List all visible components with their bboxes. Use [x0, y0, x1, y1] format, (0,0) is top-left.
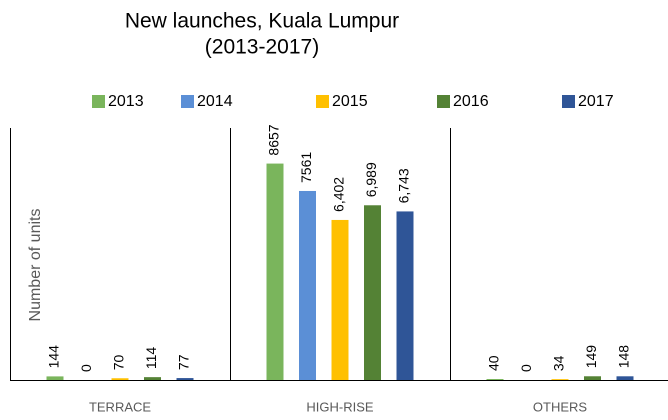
legend-label: 2016 — [453, 93, 489, 110]
bar — [144, 377, 161, 380]
data-label: 0 — [518, 364, 534, 372]
data-label: 77 — [176, 354, 192, 370]
x-tick-label: TERRACE — [89, 399, 151, 414]
legend-swatch — [437, 95, 450, 108]
bar — [266, 163, 284, 380]
legend-swatch — [181, 95, 194, 108]
data-label: 114 — [143, 347, 159, 370]
bar — [111, 378, 129, 380]
legend-label: 2013 — [108, 93, 144, 110]
chart-title: (2013-2017) — [205, 36, 319, 59]
bar — [584, 376, 601, 380]
data-label: 6,743 — [396, 168, 412, 203]
y-axis-label: Number of units — [27, 209, 44, 322]
data-label: 8657 — [266, 124, 282, 155]
bar — [396, 211, 414, 380]
bar — [486, 379, 504, 380]
x-tick-label: OTHERS — [533, 399, 588, 414]
data-label: 40 — [486, 355, 502, 371]
legend-swatch — [316, 95, 329, 108]
data-label: 34 — [551, 355, 567, 371]
bar — [551, 379, 569, 380]
data-label: 6,402 — [331, 177, 347, 212]
bar — [616, 376, 634, 380]
x-tick-label: HIGH-RISE — [306, 399, 374, 414]
bar — [299, 190, 316, 380]
data-label: 149 — [583, 345, 599, 369]
bar — [176, 378, 194, 380]
legend-label: 2015 — [332, 93, 368, 110]
data-label: 0 — [78, 364, 94, 372]
data-label: 70 — [111, 354, 127, 370]
chart-title: New launches, Kuala Lumpur — [125, 10, 399, 33]
bar — [46, 376, 64, 380]
legend-swatch — [562, 95, 575, 108]
data-label: 6,989 — [363, 162, 379, 197]
bar — [331, 219, 349, 380]
bar — [364, 205, 381, 380]
legend-label: 2017 — [578, 93, 614, 110]
legend-swatch — [92, 95, 105, 108]
data-label: 7561 — [298, 152, 314, 183]
data-label: 148 — [616, 345, 632, 369]
data-label: 144 — [46, 345, 62, 369]
legend-label: 2014 — [197, 93, 233, 110]
